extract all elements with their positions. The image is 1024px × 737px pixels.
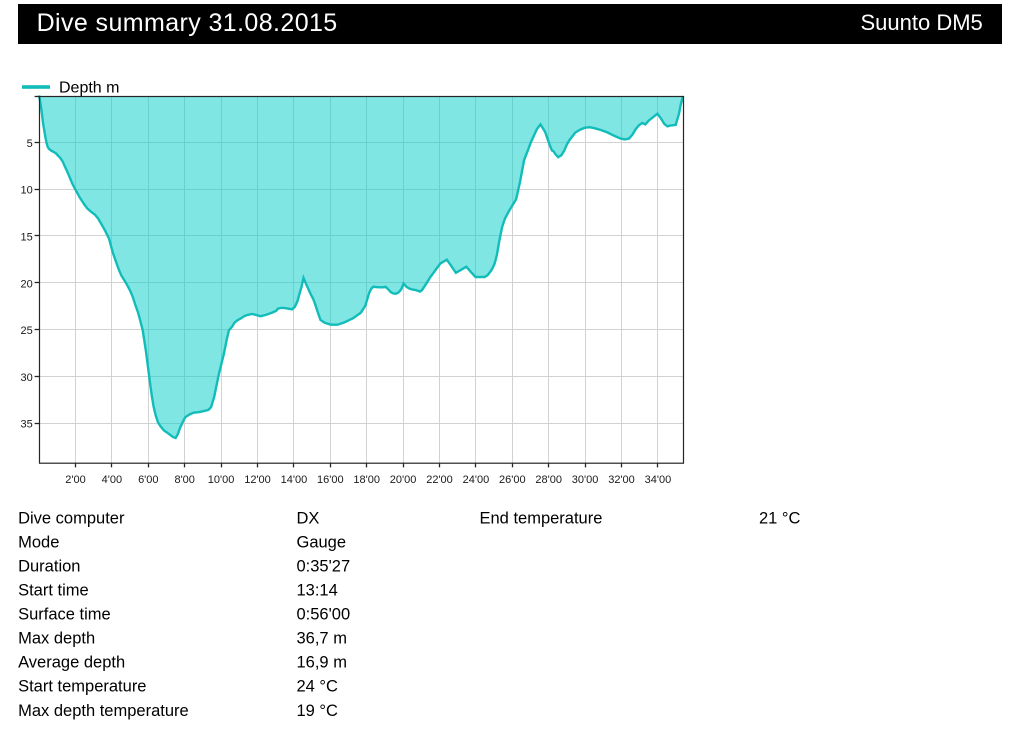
svg-text:4'00: 4'00 [102, 474, 122, 486]
svg-text:0:56'00: 0:56'00 [297, 606, 351, 624]
svg-text:Gauge: Gauge [297, 533, 347, 551]
svg-text:Depth m: Depth m [59, 80, 119, 97]
svg-text:28'00: 28'00 [535, 474, 562, 486]
svg-text:36,7 m: 36,7 m [297, 630, 347, 648]
svg-text:DX: DX [297, 509, 320, 527]
svg-text:30'00: 30'00 [572, 474, 599, 486]
svg-text:Dive computer: Dive computer [18, 509, 125, 527]
svg-text:20: 20 [21, 278, 33, 290]
svg-text:12'00: 12'00 [244, 474, 271, 486]
svg-text:2'00: 2'00 [65, 474, 85, 486]
svg-text:Duration: Duration [18, 557, 80, 575]
svg-text:Surface time: Surface time [18, 606, 111, 624]
svg-text:30: 30 [21, 372, 33, 384]
svg-text:Max depth temperature: Max depth temperature [18, 702, 189, 720]
svg-text:10: 10 [21, 185, 33, 197]
svg-text:8'00: 8'00 [174, 474, 194, 486]
svg-text:34'00: 34'00 [645, 474, 672, 486]
svg-text:10'00: 10'00 [208, 474, 235, 486]
svg-text:24 °C: 24 °C [297, 678, 339, 696]
svg-text:20'00: 20'00 [390, 474, 417, 486]
svg-text:Average depth: Average depth [18, 654, 125, 672]
svg-text:Dive summary 31.08.2015: Dive summary 31.08.2015 [37, 9, 338, 37]
svg-text:13:14: 13:14 [297, 582, 338, 600]
svg-text:End temperature: End temperature [480, 509, 603, 527]
svg-text:16'00: 16'00 [317, 474, 344, 486]
svg-text:Suunto DM5: Suunto DM5 [861, 10, 983, 35]
svg-text:6'00: 6'00 [138, 474, 158, 486]
svg-text:19 °C: 19 °C [297, 702, 339, 720]
svg-text:16,9 m: 16,9 m [297, 654, 347, 672]
svg-text:18'00: 18'00 [353, 474, 380, 486]
svg-text:32'00: 32'00 [608, 474, 635, 486]
svg-text:26'00: 26'00 [499, 474, 526, 486]
svg-text:15: 15 [21, 232, 33, 244]
svg-text:35: 35 [21, 419, 33, 431]
svg-text:Max depth: Max depth [18, 630, 95, 648]
svg-text:22'00: 22'00 [426, 474, 453, 486]
svg-text:Start temperature: Start temperature [18, 678, 146, 696]
svg-text:0:35'27: 0:35'27 [297, 557, 351, 575]
svg-text:21 °C: 21 °C [759, 509, 801, 527]
svg-text:25: 25 [21, 325, 33, 337]
svg-text:Start time: Start time [18, 582, 89, 600]
svg-text:5: 5 [27, 138, 33, 150]
svg-text:24'00: 24'00 [463, 474, 490, 486]
svg-text:14'00: 14'00 [281, 474, 308, 486]
svg-text:Mode: Mode [18, 533, 59, 551]
